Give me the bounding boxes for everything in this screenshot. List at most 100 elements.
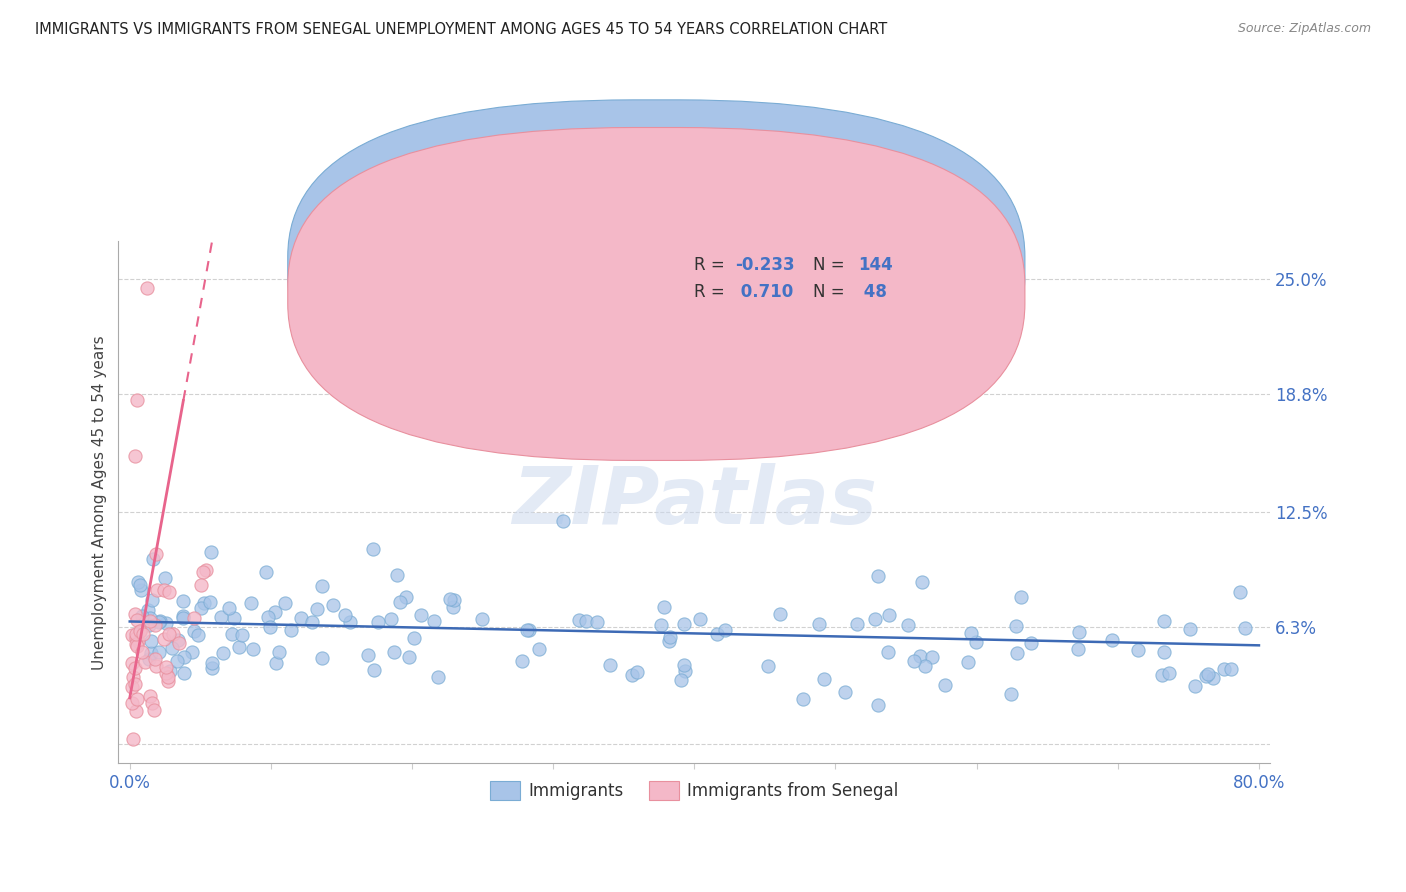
Point [180,645,202,659]
Point [141,696,163,710]
Point [808,617,831,632]
Point [155,665,177,680]
Point [143,703,166,717]
Point [769,607,792,621]
Point [242,642,264,657]
Point [124,449,146,463]
Point [1233,621,1256,635]
Point [1069,624,1091,639]
Point [527,641,550,656]
Point [121,680,143,694]
Point [231,627,253,641]
Point [274,596,297,610]
Point [389,595,412,609]
Point [1178,622,1201,636]
Point [148,615,170,629]
Point [143,618,166,632]
Point [152,582,174,597]
Point [121,670,143,684]
Text: R =: R = [695,256,730,274]
Point [311,651,333,665]
Point [187,628,209,642]
Text: IMMIGRANTS VS IMMIGRANTS FROM SENEGAL UNEMPLOYMENT AMONG AGES 45 TO 54 YEARS COR: IMMIGRANTS VS IMMIGRANTS FROM SENEGAL UN… [35,22,887,37]
Point [152,632,174,646]
Point [599,658,621,673]
Point [1005,619,1028,633]
Point [792,691,814,706]
Point [585,615,607,629]
Point [157,627,180,641]
Point [156,673,179,688]
Text: 0.710: 0.710 [735,284,793,301]
Point [956,655,979,669]
Point [517,623,540,637]
Point [1101,632,1123,647]
Point [127,639,149,653]
Point [132,627,155,641]
Point [190,578,212,592]
Point [439,591,461,606]
Point [263,605,285,619]
Point [551,514,574,528]
Point [673,665,696,679]
Point [877,645,900,659]
Point [155,571,177,585]
Point [1128,643,1150,657]
Point [673,617,696,632]
Point [157,585,180,599]
Text: 144: 144 [858,256,893,274]
Point [264,656,287,670]
Point [167,636,190,650]
Point [1219,663,1241,677]
Point [658,634,681,648]
Point [121,628,143,642]
Point [1021,636,1043,650]
Point [934,678,956,692]
Point [221,626,243,640]
Text: N =: N = [813,256,849,274]
Point [141,592,163,607]
Point [834,685,856,699]
Point [669,673,692,688]
Point [127,692,149,706]
Point [146,582,169,597]
Point [1007,646,1029,660]
Point [131,644,153,658]
Point [218,600,240,615]
Text: -0.233: -0.233 [735,256,794,274]
Point [193,565,215,579]
Point [138,652,160,666]
Point [650,617,672,632]
Point [166,632,188,647]
Point [142,551,165,566]
Point [626,665,648,680]
Point [689,612,711,626]
Point [127,634,149,648]
Point [228,640,250,654]
Text: R =: R = [695,284,730,301]
Point [960,625,983,640]
Point [127,574,149,589]
Text: N =: N = [813,284,849,301]
Point [125,631,148,645]
Point [194,563,217,577]
Point [254,565,277,579]
Point [173,665,195,680]
Point [129,582,152,597]
Point [908,648,931,663]
Point [866,698,889,713]
Point [380,612,402,626]
Point [903,654,925,668]
Point [145,658,167,673]
Point [127,613,149,627]
Point [395,590,418,604]
Point [813,673,835,687]
Text: ZIPatlas: ZIPatlas [512,463,877,541]
Point [139,689,162,703]
Point [124,607,146,621]
Point [159,664,181,678]
Point [673,657,696,672]
Point [201,656,224,670]
Point [160,640,183,655]
Point [335,608,357,623]
